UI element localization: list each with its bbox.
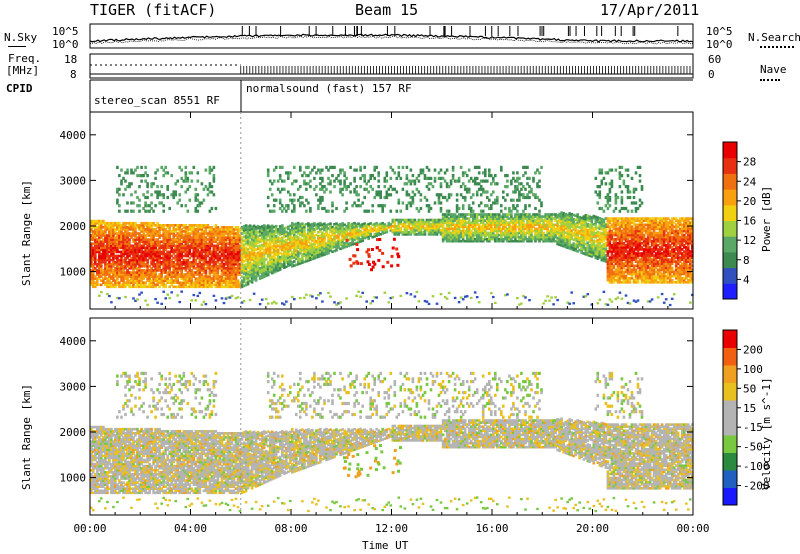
xtick-label: 04:00: [174, 522, 207, 535]
nsearch-legend-line: [760, 46, 794, 48]
power-axis: 1000 2000 3000 4000: [60, 112, 694, 309]
velocity-colorbar-swatch: [723, 470, 737, 488]
freq-tick-bottom: 8: [70, 68, 77, 81]
ytick-label: 1000: [60, 472, 87, 485]
noise-tick-right-bottom: 10^0: [706, 38, 733, 51]
date-title: 17/Apr/2011: [600, 1, 700, 19]
noise-traces: [89, 26, 694, 45]
velocity-ylabel: Slant Range [km]: [20, 384, 33, 490]
freq-label-2: [MHz]: [6, 64, 40, 77]
xtick-label: 16:00: [475, 522, 508, 535]
xtick-label: 00:00: [676, 522, 709, 535]
cpid-segment-2: normalsound (fast) 157 RF: [246, 82, 412, 95]
velocity-colorbar-swatch: [723, 435, 737, 453]
power-colorbar-swatch: [723, 251, 737, 269]
ytick-label: 3000: [60, 174, 87, 187]
ytick-label: 2000: [60, 426, 87, 439]
power-colorbar-swatch: [723, 142, 737, 159]
power-colorbar-swatch: [723, 220, 737, 237]
velocity-colorbar: 200 100 50 15 -15 -50 -100 -200: [722, 329, 770, 506]
power-colorbar-tick-label: 12: [743, 234, 756, 247]
freq-tick-top: 18: [64, 53, 78, 66]
power-heatmap: [90, 165, 694, 307]
velocity-colorbar-swatch: [723, 452, 737, 471]
velocity-colorbar-swatch: [723, 417, 737, 436]
nsky-label: N.Sky: [4, 31, 38, 44]
power-colorbar-swatch: [723, 236, 737, 253]
cpid-label: CPID: [6, 82, 33, 95]
velocity-colorbar-swatch: [723, 487, 737, 506]
power-colorbar-swatch: [723, 283, 737, 300]
xaxis-label: Time UT: [362, 539, 409, 552]
velocity-colorbar-swatch: [723, 382, 737, 401]
freq-traces: [90, 64, 693, 75]
power-colorbar-swatch: [723, 157, 737, 174]
velocity-colorbar-tick-label: -50: [743, 441, 763, 454]
freq-panel-frame: [89, 53, 694, 79]
ytick-label: 4000: [60, 129, 87, 142]
xtick-label: 20:00: [576, 522, 609, 535]
ytick-label: 2000: [60, 220, 87, 233]
velocity-colorbar-tick-label: 200: [743, 343, 763, 356]
nave-tick-top: 60: [708, 53, 722, 66]
power-colorbar-tick-label: 4: [743, 273, 750, 286]
noise-tick-top: 10^5: [52, 25, 79, 38]
freq-label-1: Freq.: [8, 52, 42, 65]
ytick-label: 3000: [60, 380, 87, 393]
nsky-trace: [89, 33, 694, 43]
power-colorbar-tick-label: 28: [743, 156, 756, 169]
noise-panel-frame: [89, 23, 694, 49]
xtick-label: 12:00: [375, 522, 408, 535]
power-colorbar-tick-label: 16: [743, 215, 756, 228]
nsearch-trace: [89, 35, 694, 45]
nave-label: Nave: [760, 63, 787, 76]
radar-title: TIGER (fitACF): [90, 1, 217, 19]
velocity-colorbar-tick-label: -100: [743, 460, 770, 473]
beam-title: Beam 15: [355, 1, 419, 19]
noise-tick-right-top: 10^5: [706, 25, 733, 38]
nave-tick-bottom: 0: [708, 68, 715, 81]
power-colorbar-tick-label: 20: [743, 195, 756, 208]
power-colorbar-swatch: [723, 189, 737, 206]
power-colorbar-swatch: [723, 173, 737, 190]
xtick-label: 00:00: [73, 522, 106, 535]
nsky-legend-line: [8, 46, 26, 47]
nsearch-label: N.Search: [748, 31, 800, 44]
ytick-label: 4000: [60, 335, 87, 348]
power-ylabel: Slant Range [km]: [20, 180, 33, 286]
power-colorbar-swatch: [723, 204, 737, 221]
power-colorbar-tick-label: 24: [743, 175, 757, 188]
power-colorbar-label: Power [dB]: [760, 185, 773, 252]
velocity-colorbar-swatch: [723, 330, 737, 348]
velocity-colorbar-tick-label: 15: [743, 402, 756, 415]
velocity-axis: 1000 2000 3000 4000 00:00 04:00 08:00 12:00 16:0…: [60, 318, 710, 535]
velocity-colorbar-tick-label: 100: [743, 363, 763, 376]
velocity-colorbar-tick-label: -200: [743, 480, 770, 493]
noise-tick-bottom: 10^0: [52, 38, 79, 51]
velocity-colorbar-swatch: [723, 400, 737, 418]
power-colorbar-tick-label: 8: [743, 254, 750, 267]
nave-legend-line: [760, 79, 780, 81]
velocity-colorbar-label: Velocity [m s^-1]: [760, 377, 773, 490]
velocity-colorbar-tick-label: 50: [743, 382, 756, 395]
power-colorbar-swatch: [723, 267, 737, 284]
power-colorbar: 28 24 20 16 12 8 4: [722, 141, 757, 300]
velocity-colorbar-tick-label: -15: [743, 421, 763, 434]
xtick-label: 08:00: [274, 522, 307, 535]
cpid-segment-1: stereo_scan 8551 RF: [94, 94, 220, 107]
velocity-colorbar-swatch: [723, 365, 737, 383]
velocity-heatmap: [90, 371, 694, 513]
velocity-colorbar-swatch: [723, 347, 737, 366]
ytick-label: 1000: [60, 266, 87, 279]
